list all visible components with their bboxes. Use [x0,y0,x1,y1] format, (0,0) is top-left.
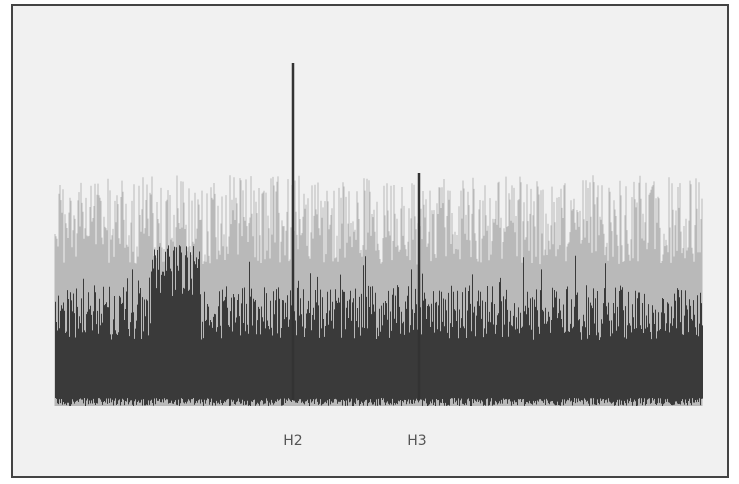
dark-trace [55,245,703,406]
peak-label: H3 [407,433,426,449]
peak-label: H2 [283,433,302,449]
spectrum [54,63,703,406]
